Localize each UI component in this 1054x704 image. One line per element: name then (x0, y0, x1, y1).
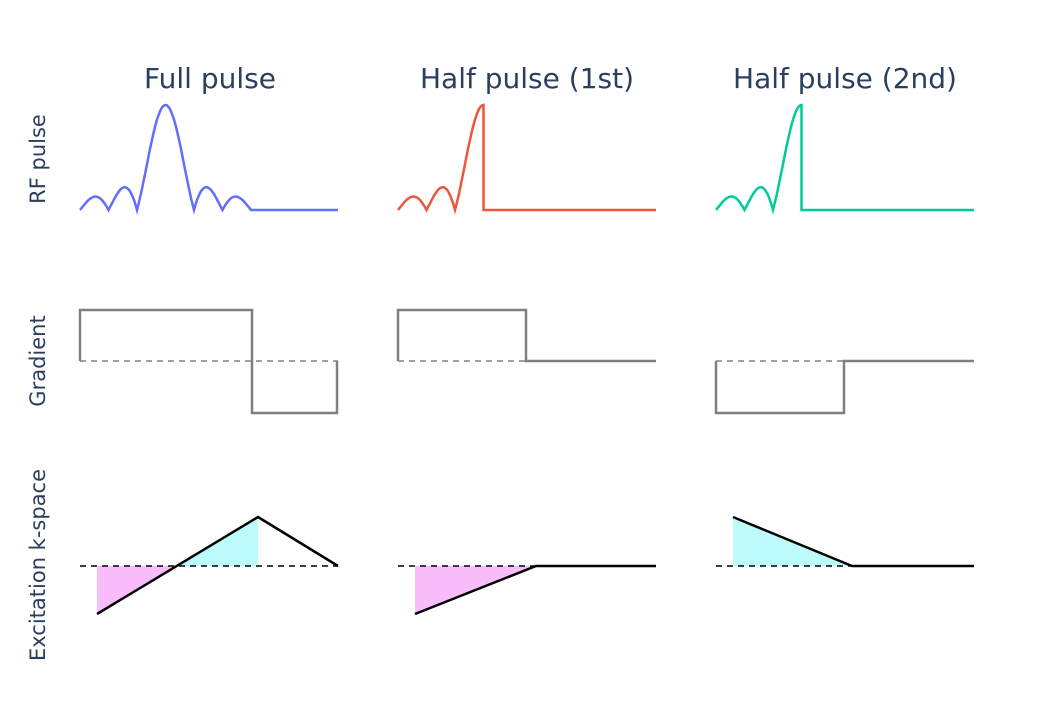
column-title-half-pulse-2nd: Half pulse (2nd) (733, 62, 957, 95)
kspace-full-line (96, 515, 339, 616)
rf-full-line (79, 103, 338, 215)
kspace-half-1st-line (414, 564, 656, 616)
gradient-half-2nd-line (714, 359, 974, 415)
rf-half-1st-line (397, 103, 656, 215)
gradient-half-1st-line (396, 308, 656, 363)
kspace-half-2nd-line (732, 515, 974, 568)
rf-half-2nd-line (715, 103, 974, 215)
column-title-half-pulse-1st: Half pulse (1st) (420, 62, 634, 95)
column-title-full-pulse: Full pulse (144, 62, 276, 95)
gradient-full-line (78, 308, 339, 415)
